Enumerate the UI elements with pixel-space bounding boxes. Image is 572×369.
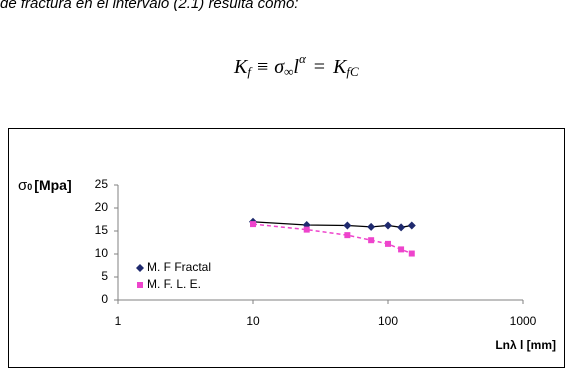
marker [303, 226, 310, 233]
x-tick-label: 1 [115, 314, 122, 328]
marker [397, 223, 406, 232]
eq-part: K [233, 56, 249, 78]
chart-frame [8, 128, 565, 368]
x-tick-label: 100 [378, 314, 398, 328]
y-label-unit: [Mpa] [34, 177, 71, 193]
eq-part: l [293, 56, 299, 78]
equation: Kf ≡ σ∞lα = KfC [233, 51, 359, 79]
eq-part: ≡ [257, 56, 268, 78]
legend-label: M. F. L. E. [147, 277, 201, 291]
eq-part: = [314, 56, 325, 78]
marker [344, 232, 351, 239]
y-label-sub: 0 [27, 182, 32, 192]
eq-part: ∞ [284, 64, 293, 79]
marker [368, 237, 375, 244]
marker [367, 222, 376, 231]
x-tick-label: 10 [246, 314, 260, 328]
y-tick-label: 10 [95, 246, 109, 260]
eq-part: α [299, 51, 307, 66]
y-tick-label: 0 [101, 292, 108, 306]
marker [408, 250, 415, 257]
marker [384, 221, 392, 230]
eq-part: fC [346, 64, 359, 79]
y-tick-label: 25 [95, 177, 109, 191]
marker [407, 221, 416, 230]
eq-part: σ [274, 56, 285, 78]
marker [343, 221, 352, 230]
x-tick-label: 1000 [510, 314, 537, 328]
y-tick-label: 15 [95, 223, 109, 237]
body-text: de fractura en el intervalo (2.1) result… [0, 0, 298, 12]
eq-part: f [247, 64, 253, 79]
y-axis-label: σ0 [Mpa] [18, 177, 72, 194]
x-axis-label: Lnλ l [mm] [495, 338, 556, 352]
legend-marker [136, 264, 144, 272]
marker [250, 221, 256, 228]
legend-marker [137, 282, 143, 288]
marker [385, 240, 391, 247]
y-tick-label: 20 [95, 200, 109, 214]
y-tick-label: 5 [101, 269, 108, 283]
legend-label: M. F Fractal [147, 260, 211, 274]
y-label-symbol: σ [18, 177, 28, 194]
eq-part: K [332, 56, 348, 78]
marker [398, 246, 405, 253]
